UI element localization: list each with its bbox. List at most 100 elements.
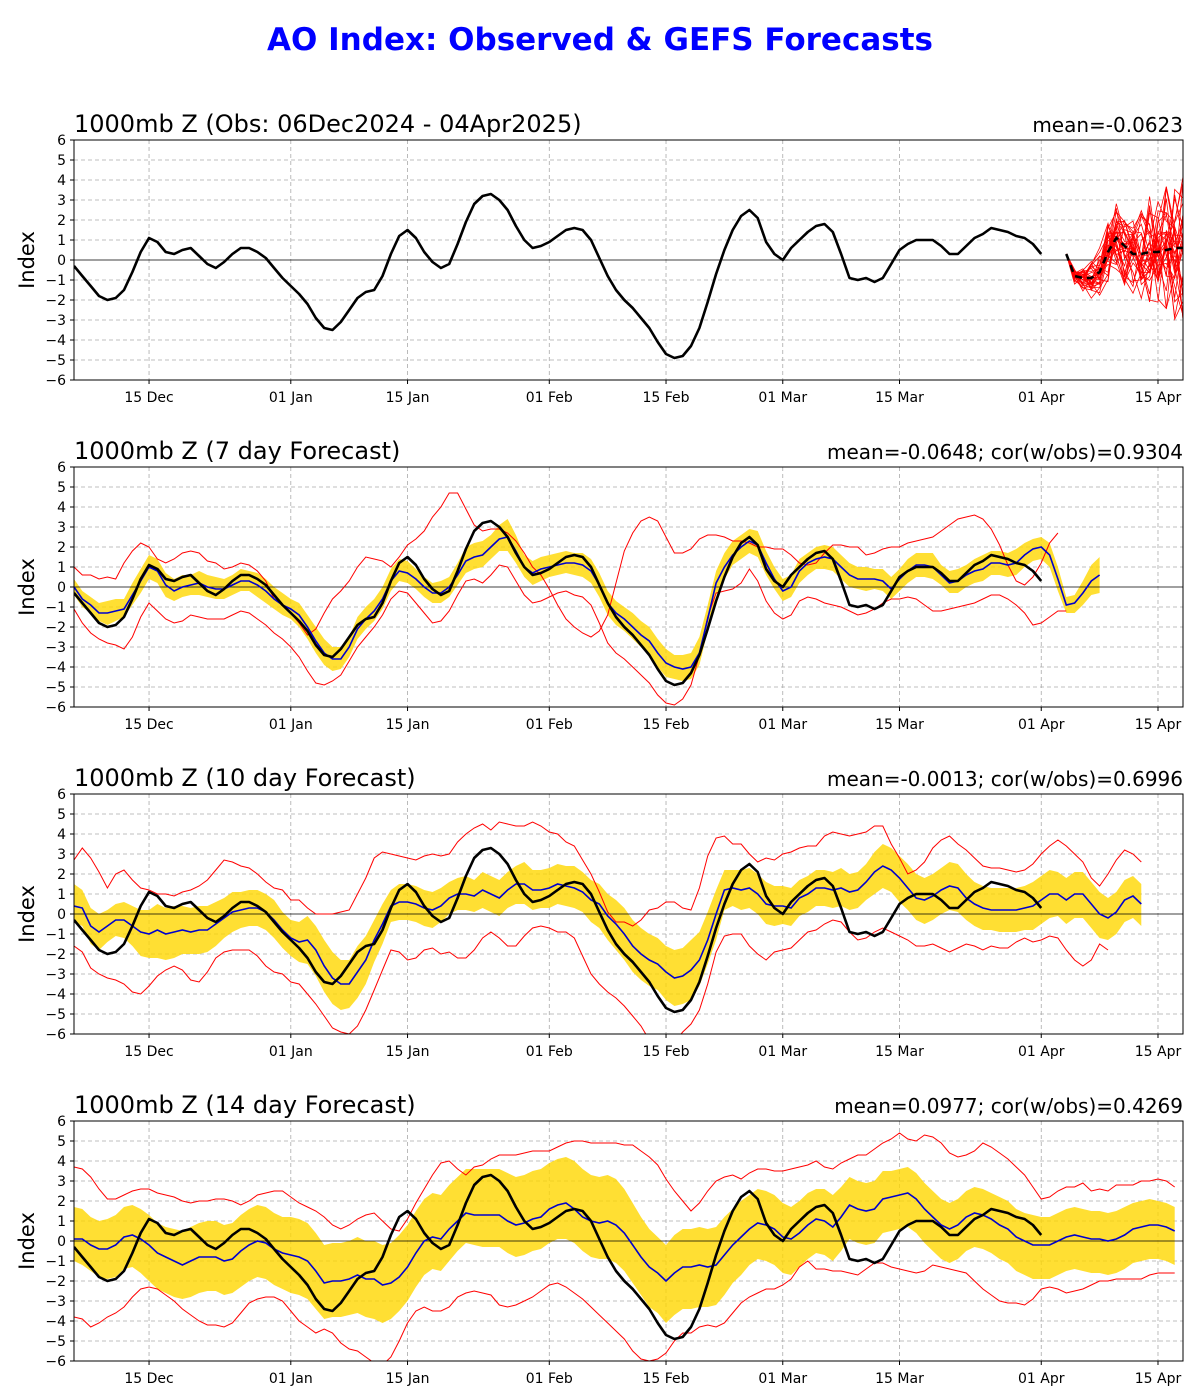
- y-tick-label: −5: [45, 1007, 66, 1023]
- observed-line: [74, 519, 1043, 687]
- x-tick-label: 15 Jan: [386, 1044, 430, 1060]
- x-tick-label: 01 Jan: [269, 717, 313, 733]
- ensemble-member-line: [1065, 209, 1183, 287]
- y-tick-label: −5: [45, 353, 66, 369]
- plot-area: [74, 492, 1183, 706]
- y-tick-label: −6: [45, 700, 66, 716]
- y-tick-label: 4: [57, 827, 66, 843]
- x-tick-label: 15 Dec: [124, 717, 173, 733]
- x-tick-label: 15 Feb: [642, 1371, 689, 1387]
- ensemble-member-line: [1065, 182, 1183, 294]
- x-tick-label: 15 Jan: [386, 717, 430, 733]
- y-axis-label: Index: [15, 885, 39, 943]
- y-tick-label: 1: [57, 1214, 66, 1230]
- y-tick-label: −2: [45, 947, 66, 963]
- panel-3: −6 −5 −4 −3 −2 −1 0 1 2 3 4 5 6 15 Dec 01 Jan 15 Jan 01 …: [15, 764, 1184, 1060]
- y-axis-label: Index: [15, 558, 39, 616]
- y-tick-label: 3: [57, 1174, 66, 1190]
- y-tick-label: 1: [57, 233, 66, 249]
- x-tick-label: 01 Mar: [758, 1371, 807, 1387]
- panel-title: 1000mb Z (Obs: 06Dec2024 - 04Apr2025): [74, 110, 582, 138]
- x-tick-label: 01 Mar: [758, 390, 807, 406]
- y-tick-label: 4: [57, 173, 66, 189]
- y-tick-label: 4: [57, 500, 66, 516]
- y-tick-label: −1: [45, 927, 66, 943]
- min-member-line: [74, 919, 1109, 1034]
- ensemble-member-line: [1065, 186, 1183, 287]
- spread-band: [74, 519, 1100, 681]
- y-tick-label: −3: [45, 1294, 66, 1310]
- y-tick-label: 3: [57, 847, 66, 863]
- y-tick-label: 3: [57, 193, 66, 209]
- y-tick-label: 0: [57, 580, 66, 596]
- x-tick-label: 01 Feb: [526, 1371, 573, 1387]
- x-tick-label: 01 Jan: [269, 1371, 313, 1387]
- chart-panels: −6 −5 −4 −3 −2 −1 0 1 2 3 4 5 6 15 Dec 01 Jan 15 Jan 01 …: [15, 110, 1184, 1387]
- y-tick-label: 1: [57, 887, 66, 903]
- x-tick-label: 01 Apr: [1018, 1371, 1065, 1387]
- x-tick-label: 15 Mar: [875, 390, 924, 406]
- y-tick-label: 6: [57, 460, 66, 476]
- y-axis-label: Index: [15, 231, 39, 289]
- y-tick-label: −4: [45, 333, 66, 349]
- y-tick-label: −1: [45, 600, 66, 616]
- y-tick-label: 2: [57, 1194, 66, 1210]
- page-title: AO Index: Observed & GEFS Forecasts: [267, 22, 933, 58]
- observed-line: [74, 846, 1043, 1014]
- observed-line: [74, 1173, 1043, 1341]
- y-tick-label: −3: [45, 967, 66, 983]
- panel-stats: mean=-0.0623: [1032, 113, 1183, 137]
- y-tick-label: 5: [57, 807, 66, 823]
- y-tick-label: 1: [57, 560, 66, 576]
- ensemble-member-line: [1065, 202, 1183, 300]
- y-tick-label: 0: [57, 907, 66, 923]
- y-tick-label: 6: [57, 787, 66, 803]
- panel-title: 1000mb Z (14 day Forecast): [74, 1091, 416, 1119]
- max-member-line: [74, 492, 1059, 638]
- x-tick-label: 15 Feb: [642, 1044, 689, 1060]
- x-tick-label: 15 Apr: [1135, 717, 1182, 733]
- x-tick-label: 15 Mar: [875, 717, 924, 733]
- x-tick-label: 15 Apr: [1135, 390, 1182, 406]
- y-tick-label: −3: [45, 640, 66, 656]
- ensemble-member-line: [1065, 227, 1183, 286]
- x-tick-label: 15 Feb: [642, 390, 689, 406]
- panel-2: −6 −5 −4 −3 −2 −1 0 1 2 3 4 5 6 15 Dec 01 Jan 15 Jan 01 …: [15, 437, 1184, 733]
- y-tick-label: −4: [45, 1314, 66, 1330]
- x-tick-label: 01 Feb: [526, 717, 573, 733]
- panel-title: 1000mb Z (7 day Forecast): [74, 437, 400, 465]
- y-tick-label: 0: [57, 1234, 66, 1250]
- y-tick-label: −1: [45, 273, 66, 289]
- plot-area: [74, 176, 1183, 360]
- x-tick-label: 01 Jan: [269, 390, 313, 406]
- grid: [74, 467, 1183, 707]
- y-tick-label: 2: [57, 540, 66, 556]
- panel-1: −6 −5 −4 −3 −2 −1 0 1 2 3 4 5 6 15 Dec 01 Jan 15 Jan 01 …: [15, 110, 1184, 406]
- ensemble-member-line: [1065, 220, 1183, 283]
- y-tick-label: −3: [45, 313, 66, 329]
- forecast-mean-dashed-line: [1065, 235, 1183, 280]
- x-tick-label: 15 Feb: [642, 717, 689, 733]
- x-tick-label: 01 Apr: [1018, 390, 1065, 406]
- y-tick-label: 2: [57, 867, 66, 883]
- y-tick-label: −6: [45, 373, 66, 389]
- max-member-line: [74, 821, 1142, 927]
- x-tick-label: 15 Mar: [875, 1044, 924, 1060]
- x-tick-label: 15 Jan: [386, 1371, 430, 1387]
- x-tick-label: 15 Dec: [124, 1044, 173, 1060]
- y-tick-label: −4: [45, 660, 66, 676]
- x-tick-label: 01 Jan: [269, 1044, 313, 1060]
- panel-stats: mean=-0.0648; cor(w/obs)=0.9304: [827, 440, 1183, 464]
- ensemble-member-line: [1065, 182, 1183, 310]
- x-tick-label: 15 Apr: [1135, 1371, 1182, 1387]
- y-tick-label: −6: [45, 1027, 66, 1043]
- y-tick-label: 6: [57, 133, 66, 149]
- ensemble-mean-line: [74, 1192, 1176, 1286]
- panel-4: −6 −5 −4 −3 −2 −1 0 1 2 3 4 5 6 15 Dec 01 Jan 15 Jan 01 …: [15, 1091, 1184, 1387]
- x-tick-label: 01 Mar: [758, 717, 807, 733]
- x-tick-label: 15 Dec: [124, 390, 173, 406]
- ensemble-mean-line: [74, 865, 1142, 985]
- y-tick-label: −5: [45, 1334, 66, 1350]
- plot-area: [74, 821, 1183, 1034]
